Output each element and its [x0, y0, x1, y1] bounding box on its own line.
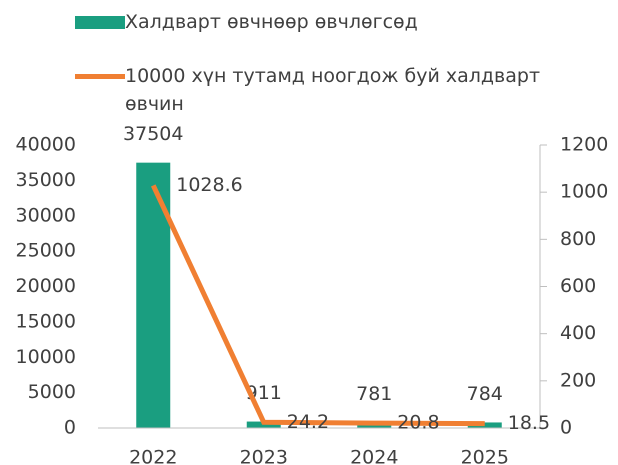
- y2-tick-label: 0: [560, 417, 572, 439]
- bar-label: 781: [356, 383, 392, 405]
- legend-swatch: [75, 74, 125, 79]
- legend-item: 10000 хүн тутамд ноогдож буй халдварт өв…: [75, 62, 595, 118]
- x-tick-label: 2025: [461, 447, 509, 465]
- legend-item: Халдварт өвчнөөр өвчлөгсөд: [75, 8, 418, 36]
- line-label: 1028.6: [176, 174, 242, 196]
- y2-tick-label: 800: [560, 228, 596, 250]
- y2-tick-label: 1200: [560, 134, 608, 156]
- y-tick-label: 10000: [16, 346, 76, 368]
- x-tick-label: 2023: [240, 447, 288, 465]
- x-tick-label: 2024: [350, 447, 398, 465]
- y2-tick-label: 1000: [560, 181, 608, 203]
- line-label: 20.8: [397, 412, 439, 434]
- legend-label: Халдварт өвчнөөр өвчлөгсөд: [125, 11, 418, 33]
- line-label: 18.5: [508, 412, 550, 434]
- y-tick-label: 15000: [16, 310, 76, 332]
- y2-tick-label: 600: [560, 275, 596, 297]
- bar-label: 37504: [123, 123, 183, 145]
- y-tick-label: 40000: [16, 134, 76, 156]
- legend-label: 10000 хүн тутамд ноогдож буй халдварт өв…: [125, 65, 541, 115]
- y-tick-label: 5000: [28, 381, 76, 403]
- y-tick-label: 25000: [16, 240, 76, 262]
- y-tick-label: 30000: [16, 204, 76, 226]
- bar: [136, 162, 171, 429]
- y-tick-label: 20000: [16, 275, 76, 297]
- y2-tick-label: 400: [560, 322, 596, 344]
- bar: [467, 422, 502, 428]
- line-label: 24.2: [287, 411, 329, 433]
- legend-swatch: [75, 16, 125, 29]
- line: [150, 184, 485, 427]
- y-tick-label: 0: [64, 417, 76, 439]
- bar-label: 784: [467, 383, 503, 405]
- y2-tick-label: 200: [560, 369, 596, 391]
- x-tick-label: 2022: [129, 447, 177, 465]
- y-tick-label: 35000: [16, 169, 76, 191]
